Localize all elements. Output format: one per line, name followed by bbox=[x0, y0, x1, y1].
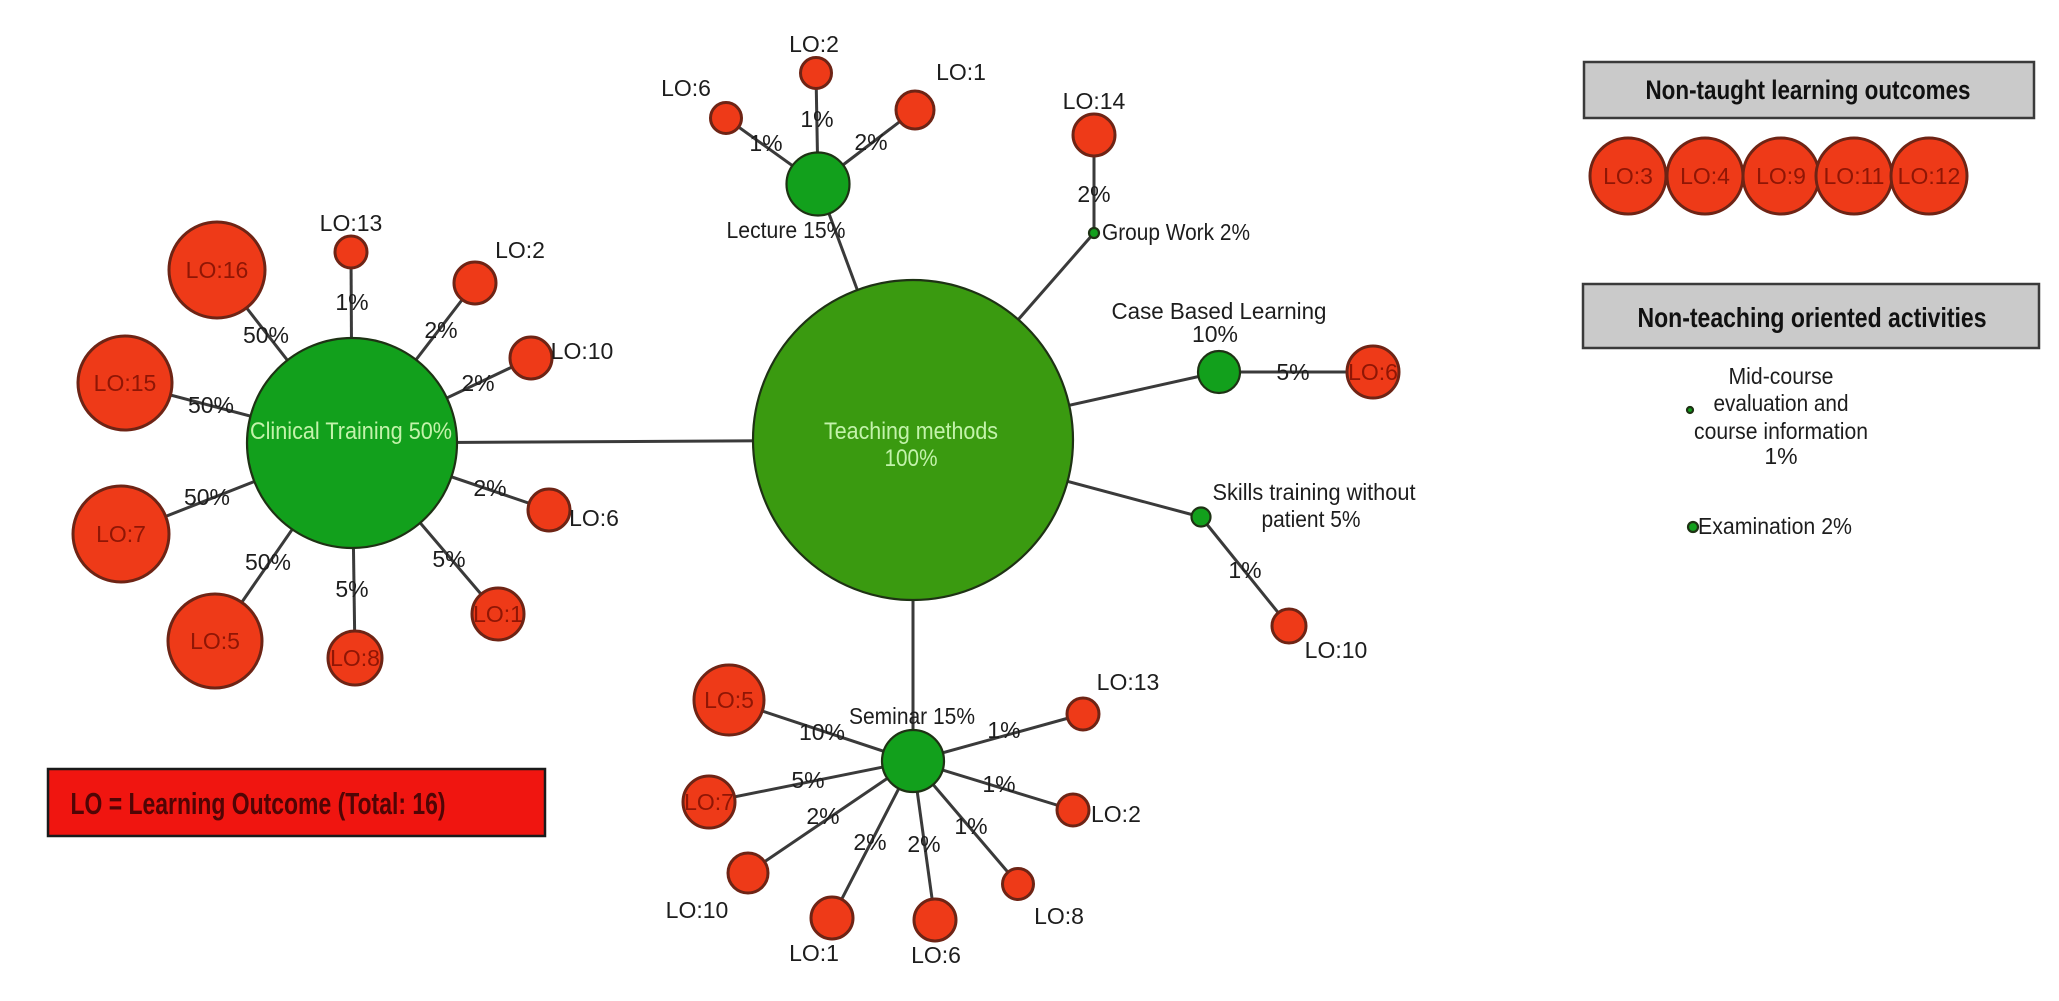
svg-text:LO:8: LO:8 bbox=[330, 645, 380, 671]
svg-text:LO = Learning Outcome (Total:: LO = Learning Outcome (Total: 16) bbox=[71, 786, 446, 821]
svg-text:LO:10: LO:10 bbox=[666, 897, 729, 923]
svg-text:LO:5: LO:5 bbox=[704, 687, 754, 713]
svg-text:LO:2: LO:2 bbox=[495, 237, 545, 263]
svg-text:50%: 50% bbox=[245, 549, 291, 575]
svg-text:5%: 5% bbox=[432, 546, 465, 572]
svg-text:1%: 1% bbox=[982, 771, 1015, 797]
svg-text:Group Work 2%: Group Work 2% bbox=[1102, 219, 1250, 245]
svg-text:LO:8: LO:8 bbox=[1034, 903, 1084, 929]
svg-text:LO:7: LO:7 bbox=[96, 521, 146, 547]
svg-text:2%: 2% bbox=[853, 829, 886, 855]
svg-text:LO:3: LO:3 bbox=[1603, 163, 1653, 189]
svg-text:1%: 1% bbox=[749, 130, 782, 156]
svg-text:1%: 1% bbox=[800, 106, 833, 132]
svg-text:Mid-course: Mid-course bbox=[1729, 363, 1834, 389]
svg-text:5%: 5% bbox=[791, 767, 824, 793]
svg-text:evaluation and: evaluation and bbox=[1714, 390, 1849, 416]
svg-text:LO:6: LO:6 bbox=[911, 942, 961, 968]
svg-text:Teaching methods: Teaching methods bbox=[824, 418, 998, 445]
svg-text:LO:12: LO:12 bbox=[1898, 163, 1961, 189]
svg-text:Case Based Learning: Case Based Learning bbox=[1112, 298, 1327, 324]
svg-text:Non-taught learning outcomes: Non-taught learning outcomes bbox=[1646, 75, 1971, 105]
svg-text:Examination 2%: Examination 2% bbox=[1698, 513, 1852, 539]
svg-text:5%: 5% bbox=[335, 576, 368, 602]
svg-text:2%: 2% bbox=[907, 831, 940, 857]
svg-text:1%: 1% bbox=[987, 717, 1020, 743]
svg-text:LO:2: LO:2 bbox=[789, 31, 839, 57]
svg-text:Seminar 15%: Seminar 15% bbox=[849, 703, 975, 729]
svg-text:LO:1: LO:1 bbox=[936, 59, 986, 85]
svg-text:LO:6: LO:6 bbox=[569, 505, 619, 531]
svg-text:Skills training without: Skills training without bbox=[1213, 479, 1417, 505]
svg-text:LO:14: LO:14 bbox=[1063, 88, 1126, 114]
svg-text:2%: 2% bbox=[424, 317, 457, 343]
svg-text:LO:1: LO:1 bbox=[789, 940, 839, 966]
svg-text:2%: 2% bbox=[1077, 181, 1110, 207]
svg-text:1%: 1% bbox=[1764, 443, 1797, 469]
svg-text:LO:5: LO:5 bbox=[190, 628, 240, 654]
svg-text:LO:15: LO:15 bbox=[94, 370, 157, 396]
svg-text:Clinical Training 50%: Clinical Training 50% bbox=[250, 418, 452, 445]
svg-text:LO:11: LO:11 bbox=[1824, 163, 1885, 189]
svg-text:50%: 50% bbox=[243, 322, 289, 348]
svg-text:50%: 50% bbox=[184, 484, 230, 510]
svg-text:100%: 100% bbox=[885, 445, 938, 472]
svg-text:Lecture 15%: Lecture 15% bbox=[727, 217, 846, 243]
svg-text:LO:10: LO:10 bbox=[1305, 637, 1368, 663]
svg-text:LO:7: LO:7 bbox=[684, 789, 734, 815]
svg-text:1%: 1% bbox=[1228, 557, 1261, 583]
svg-text:1%: 1% bbox=[335, 289, 368, 315]
svg-text:5%: 5% bbox=[1276, 359, 1309, 385]
svg-text:Non-teaching oriented activiti: Non-teaching oriented activities bbox=[1638, 302, 1987, 333]
svg-text:course information: course information bbox=[1694, 418, 1868, 444]
svg-text:LO:6: LO:6 bbox=[1348, 359, 1398, 385]
svg-text:50%: 50% bbox=[188, 392, 234, 418]
svg-text:LO:10: LO:10 bbox=[551, 338, 614, 364]
svg-text:LO:13: LO:13 bbox=[320, 210, 383, 236]
svg-text:2%: 2% bbox=[461, 370, 494, 396]
svg-text:LO:4: LO:4 bbox=[1680, 163, 1730, 189]
svg-text:LO:2: LO:2 bbox=[1091, 801, 1141, 827]
svg-text:2%: 2% bbox=[473, 475, 506, 501]
svg-text:LO:1: LO:1 bbox=[473, 601, 523, 627]
svg-text:2%: 2% bbox=[854, 129, 887, 155]
svg-text:LO:9: LO:9 bbox=[1756, 163, 1806, 189]
svg-text:10%: 10% bbox=[799, 719, 845, 745]
svg-text:1%: 1% bbox=[954, 813, 987, 839]
svg-text:patient 5%: patient 5% bbox=[1262, 506, 1361, 532]
svg-text:2%: 2% bbox=[806, 803, 839, 829]
svg-text:LO:13: LO:13 bbox=[1097, 669, 1160, 695]
svg-text:10%: 10% bbox=[1192, 321, 1238, 347]
svg-text:LO:16: LO:16 bbox=[186, 257, 249, 283]
svg-text:LO:6: LO:6 bbox=[661, 75, 711, 101]
